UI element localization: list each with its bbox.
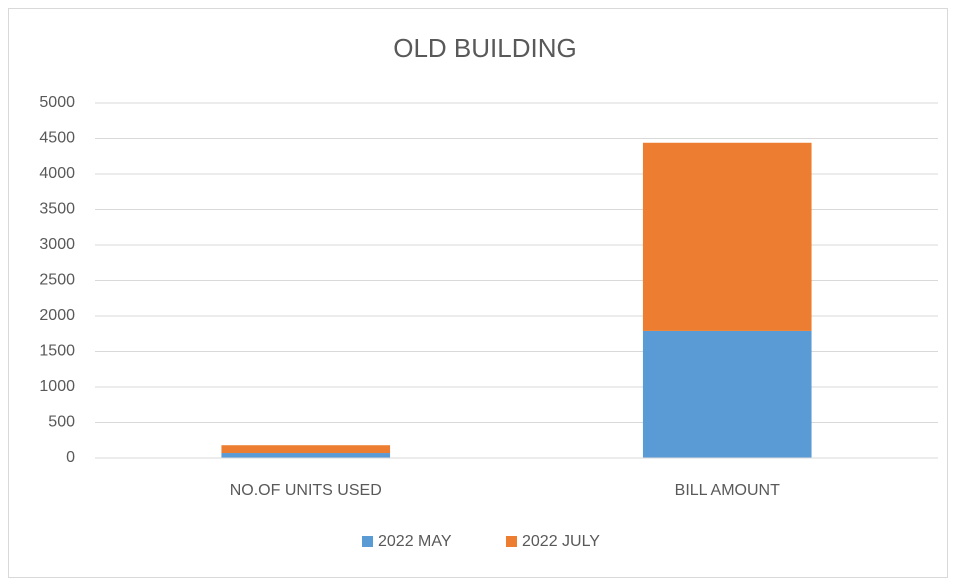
y-tick-label: 0 bbox=[66, 449, 75, 466]
y-tick-label: 1500 bbox=[39, 343, 75, 360]
y-tick-label: 3500 bbox=[39, 201, 75, 218]
y-tick-label: 4500 bbox=[39, 130, 75, 147]
x-tick-label: NO.OF UNITS USED bbox=[230, 482, 382, 499]
bar bbox=[221, 445, 391, 454]
y-tick-label: 1000 bbox=[39, 378, 75, 395]
legend-swatch bbox=[506, 536, 517, 547]
y-tick-label: 500 bbox=[48, 414, 75, 431]
y-tick-label: 2000 bbox=[39, 307, 75, 324]
bar bbox=[642, 142, 812, 331]
legend-label: 2022 JULY bbox=[522, 533, 600, 550]
y-tick-label: 3000 bbox=[39, 236, 75, 253]
y-tick-label: 4000 bbox=[39, 165, 75, 182]
chart-title: OLD BUILDING bbox=[393, 33, 577, 63]
legend-swatch bbox=[362, 536, 373, 547]
y-tick-label: 5000 bbox=[39, 94, 75, 111]
x-tick-label: BILL AMOUNT bbox=[675, 482, 780, 499]
bar bbox=[642, 330, 812, 458]
legend-label: 2022 MAY bbox=[378, 533, 452, 550]
y-tick-label: 2500 bbox=[39, 272, 75, 289]
bar bbox=[221, 453, 391, 458]
